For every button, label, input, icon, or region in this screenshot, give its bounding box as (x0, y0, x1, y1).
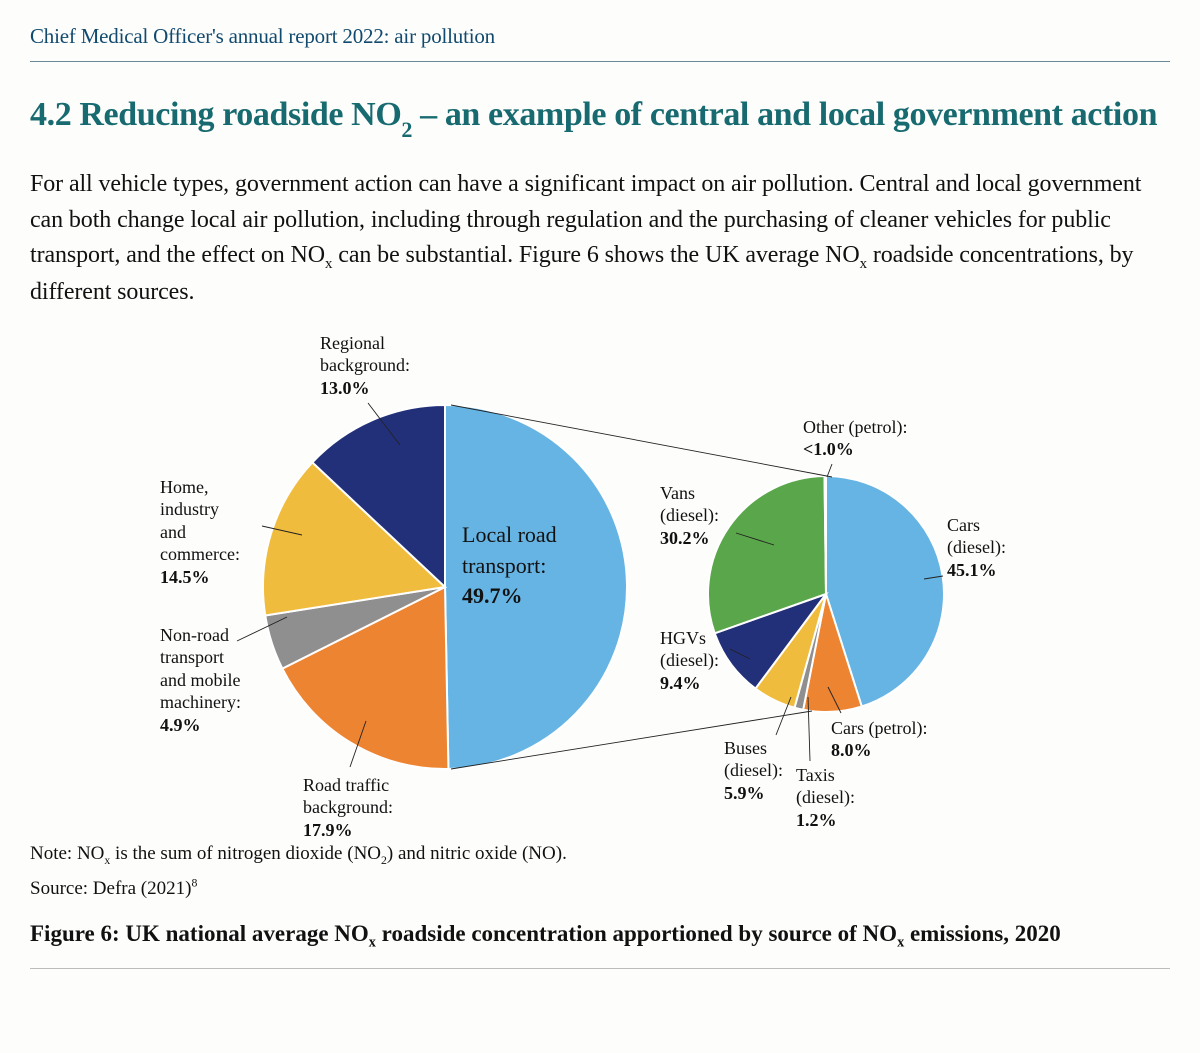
label-taxis-diesel: Taxis(diesel):1.2% (796, 764, 855, 832)
figure-source: Source: Defra (2021)8 (30, 874, 1170, 903)
label-cars-diesel: Cars(diesel):45.1% (947, 514, 1006, 582)
figure-caption: Figure 6: UK national average NOx roadsi… (30, 917, 1170, 968)
leader-line (827, 464, 832, 477)
main-pie-center-label: Local roadtransport:49.7% (462, 520, 557, 612)
label-non-road-transport: Non-roadtransportand mobilemachinery:4.9… (160, 624, 241, 737)
report-header: Chief Medical Officer's annual report 20… (30, 24, 1170, 62)
label-hgvs-diesel: HGVs(diesel):9.4% (660, 627, 719, 695)
label-regional-background: Regionalbackground:13.0% (320, 332, 410, 400)
report-title: Chief Medical Officer's annual report 20… (30, 24, 495, 48)
label-home-industry-commerce: Home,industryandcommerce:14.5% (160, 476, 240, 589)
figure-zone: Local roadtransport:49.7% Regionalbackgro… (30, 319, 1170, 835)
section-paragraph: For all vehicle types, government action… (30, 167, 1170, 310)
figure-note: Note: NOx is the sum of nitrogen dioxide… (30, 839, 1170, 870)
label-other-petrol: Other (petrol):<1.0% (803, 416, 907, 461)
label-road-traffic-background: Road trafficbackground:17.9% (303, 774, 393, 842)
label-buses-diesel: Buses(diesel):5.9% (724, 737, 783, 805)
label-vans-diesel: Vans(diesel):30.2% (660, 482, 719, 550)
label-cars-petrol: Cars (petrol):8.0% (831, 717, 927, 762)
section-heading: 4.2 Reducing roadside NO2 – an example o… (30, 94, 1170, 139)
